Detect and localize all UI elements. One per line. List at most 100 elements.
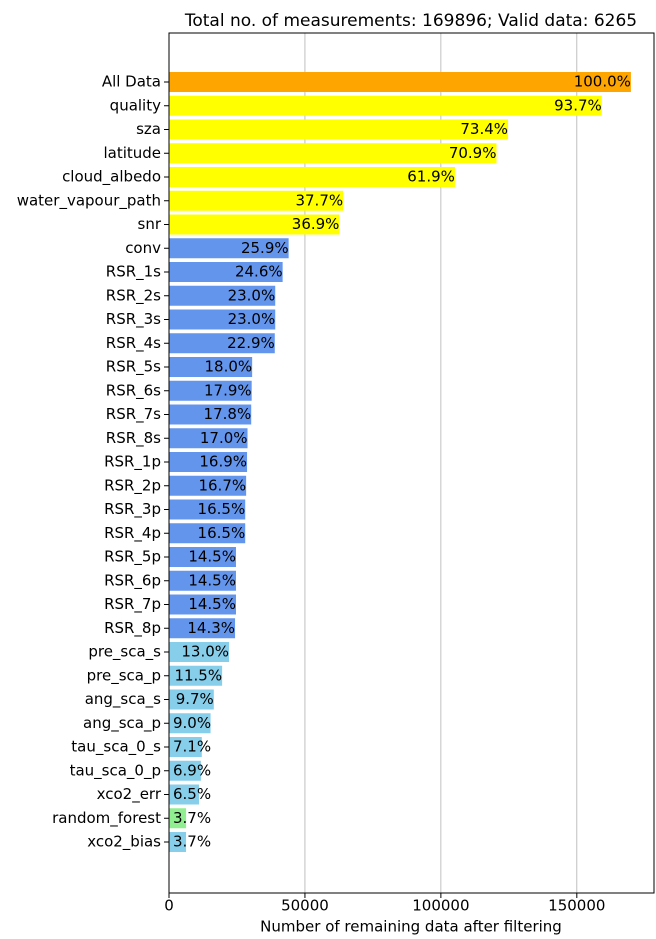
y-tick-label: RSR_7s xyxy=(106,405,161,424)
x-tick-label: 50000 xyxy=(281,897,329,915)
value-label: 17.8% xyxy=(204,405,252,423)
y-tick-label: latitude xyxy=(103,144,161,162)
y-tick-label: RSR_5s xyxy=(106,358,161,377)
y-tick-label: RSR_2p xyxy=(104,476,161,495)
bar xyxy=(169,808,187,829)
chart-title: Total no. of measurements: 169896; Valid… xyxy=(184,11,637,31)
y-tick-label: tau_sca_0_s xyxy=(71,738,161,757)
bar xyxy=(169,784,200,805)
y-tick-label: ang_sca_p xyxy=(83,714,161,733)
y-tick-label: RSR_1s xyxy=(106,263,161,282)
value-label: 9.0% xyxy=(173,714,211,732)
value-label: 6.5% xyxy=(173,785,211,803)
y-tick-label: water_vapour_path xyxy=(17,191,161,210)
y-tick-label: RSR_3p xyxy=(104,500,161,519)
y-tick-label: pre_sca_p xyxy=(87,666,161,685)
y-tick-label: RSR_3s xyxy=(106,310,161,329)
y-tick-label: RSR_6p xyxy=(104,571,161,590)
y-tick-label: ang_sca_s xyxy=(85,690,161,709)
bar xyxy=(169,452,248,472)
bar xyxy=(169,713,211,734)
bar xyxy=(169,737,202,757)
bar xyxy=(169,689,214,710)
value-label: 14.3% xyxy=(187,619,235,637)
value-label: 24.6% xyxy=(235,263,283,281)
value-label: 18.0% xyxy=(204,358,252,376)
value-label: 70.9% xyxy=(449,144,497,162)
y-tick-label: random_forest xyxy=(52,809,161,828)
bar xyxy=(169,428,248,449)
value-label: 61.9% xyxy=(407,168,455,186)
value-label: 17.0% xyxy=(200,429,248,447)
y-tick-label: xco2_err xyxy=(97,785,162,804)
bar xyxy=(169,95,602,116)
bar xyxy=(169,357,253,377)
value-label: 11.5% xyxy=(174,666,222,684)
bar xyxy=(169,285,276,306)
y-tick-label: RSR_5p xyxy=(104,548,161,567)
bar xyxy=(169,832,187,852)
value-label: 93.7% xyxy=(554,96,602,114)
bar xyxy=(169,167,455,187)
y-tick-label: quality xyxy=(110,96,161,114)
value-label: 16.7% xyxy=(198,476,246,494)
value-label: 37.7% xyxy=(295,191,343,209)
y-tick-label: All Data xyxy=(102,73,161,91)
value-label: 7.1% xyxy=(173,738,211,756)
bar xyxy=(169,380,252,401)
y-tick-label: RSR_8p xyxy=(104,619,161,638)
axes-frame xyxy=(168,32,655,894)
bar xyxy=(169,119,509,140)
bar xyxy=(169,570,236,591)
value-label: 9.7% xyxy=(176,690,214,708)
y-tick-label: sza xyxy=(136,120,161,138)
bar xyxy=(169,190,344,211)
bar xyxy=(169,665,223,686)
value-label: 6.9% xyxy=(173,761,211,779)
y-tick-label: snr xyxy=(138,215,162,233)
value-label: 22.9% xyxy=(227,334,275,352)
bar xyxy=(169,72,631,92)
bar xyxy=(169,143,497,164)
bar xyxy=(169,618,236,639)
bar xyxy=(169,475,247,496)
value-label: 25.9% xyxy=(241,239,289,257)
value-label: 17.9% xyxy=(204,381,252,399)
y-tick-label: conv xyxy=(125,239,161,257)
bar xyxy=(169,262,283,282)
value-label: 16.5% xyxy=(198,500,246,518)
y-tick-label: RSR_7p xyxy=(104,595,161,614)
bar xyxy=(169,499,246,520)
y-tick-label: pre_sca_s xyxy=(88,643,161,662)
x-tick-label: 0 xyxy=(164,897,174,915)
y-tick-label: RSR_2s xyxy=(106,286,161,305)
value-label: 16.9% xyxy=(199,453,247,471)
bar xyxy=(169,547,236,567)
y-tick-label: RSR_1p xyxy=(104,453,161,472)
bar xyxy=(169,404,252,425)
bar xyxy=(169,594,236,615)
value-label: 3.7% xyxy=(173,809,211,827)
bar xyxy=(169,333,275,354)
bar xyxy=(169,309,276,330)
value-label: 23.0% xyxy=(228,286,276,304)
value-label: 14.5% xyxy=(188,548,236,566)
y-tick-label: RSR_6s xyxy=(106,381,161,400)
x-tick-label: 100000 xyxy=(412,897,469,915)
bar xyxy=(169,642,230,662)
x-tick-label: 150000 xyxy=(548,897,605,915)
y-tick-label: RSR_4s xyxy=(106,334,161,353)
value-label: 14.5% xyxy=(188,595,236,613)
value-label: 100.0% xyxy=(574,73,631,91)
bar xyxy=(169,760,201,781)
x-axis-label: Number of remaining data after filtering xyxy=(260,918,562,936)
y-tick-label: RSR_4p xyxy=(104,524,161,543)
value-label: 36.9% xyxy=(292,215,340,233)
y-tick-label: xco2_bias xyxy=(87,833,161,852)
value-label: 3.7% xyxy=(173,833,211,851)
y-tick-label: tau_sca_0_p xyxy=(70,761,161,780)
y-tick-label: cloud_albedo xyxy=(62,168,161,187)
value-label: 16.5% xyxy=(198,524,246,542)
value-label: 73.4% xyxy=(460,120,508,138)
